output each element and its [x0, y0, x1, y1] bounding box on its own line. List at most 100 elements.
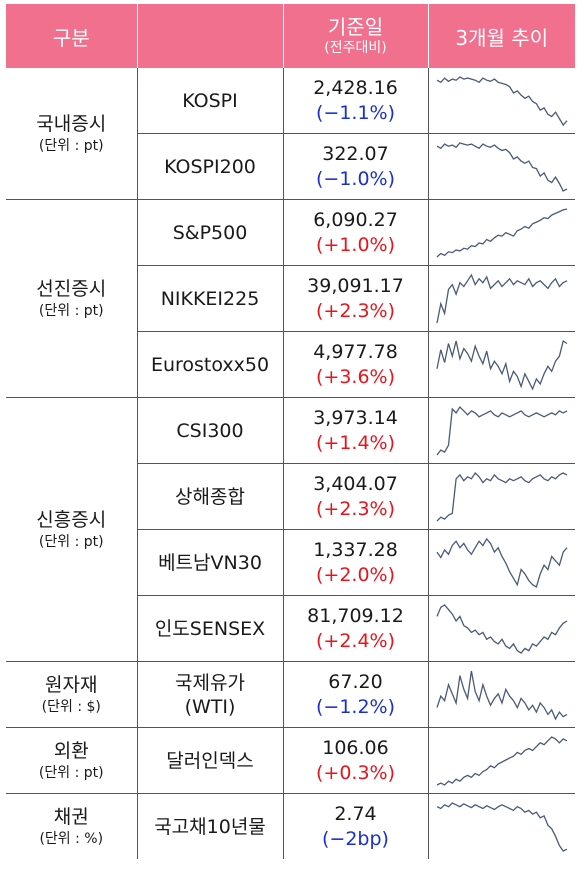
header-trend: 3개월 추이: [428, 4, 575, 68]
group-developed: 선진증시 (단위 : pt): [6, 199, 137, 398]
trend-sparkline: [428, 397, 575, 464]
group-name: 채권: [53, 805, 89, 828]
group-unit: (단위 : pt): [38, 302, 104, 319]
sparkline-series: [436, 537, 568, 588]
index-value: 67.20: [328, 670, 383, 693]
index-value: 1,337.28: [313, 538, 398, 561]
header-group-spacer: [137, 4, 284, 68]
index-value-cell: 2,428.16 (−1.1%): [283, 68, 429, 134]
sparkline-chart: [436, 75, 568, 126]
index-name-text: 상해종합: [175, 485, 245, 508]
sparkline-chart: [436, 537, 568, 588]
index-value-cell: 67.20 (−1.2%): [283, 661, 429, 728]
index-name-text: NIKKEI225: [160, 287, 260, 310]
trend-sparkline: [428, 529, 575, 596]
group-unit: (단위 : pt): [38, 764, 104, 781]
table-row: 인도SENSEX 81,709.12 (+2.4%): [6, 595, 575, 662]
group-unit: (단위 : pt): [38, 137, 104, 154]
weekly-change: (+2.3%): [315, 497, 395, 520]
index-name-text: 국고채10년물: [154, 815, 266, 838]
index-name-text: 달러인덱스: [166, 749, 254, 772]
index-name: KOSPI: [136, 68, 284, 134]
trend-sparkline: [428, 463, 575, 530]
group-domestic: 국내증시 (단위 : pt): [6, 68, 137, 200]
group-emerging: 신흥증시 (단위 : pt): [6, 397, 137, 662]
sparkline-chart: [436, 207, 567, 257]
sparkline-chart: [436, 603, 568, 654]
trend-sparkline: [428, 794, 575, 860]
table-row: Eurostoxx50 4,977.78 (+3.6%): [6, 331, 575, 398]
trend-sparkline: [428, 595, 575, 662]
group-unit: (단위 : pt): [38, 533, 104, 550]
index-name: 인도SENSEX: [136, 595, 284, 662]
table-row: NIKKEI225 39,091.17 (+2.3%): [6, 265, 575, 332]
sparkline-series: [436, 405, 568, 455]
market-summary-table: 구분 기준일 (전주대비) 3개월 추이 국내증시 (단위 : pt) KOSP…: [6, 4, 575, 859]
index-name: 국고채10년물: [136, 793, 284, 859]
table-row: 선진증시 (단위 : pt) S&P500 6,090.27 (+1.0%): [6, 199, 575, 398]
trend-sparkline: [428, 331, 575, 398]
table-row: 신흥증시 (단위 : pt) CSI300 3,973.14 (+1.4%): [6, 397, 575, 662]
index-name: CSI300: [136, 397, 284, 464]
trend-sparkline: [428, 133, 575, 200]
weekly-change: (−2bp): [322, 827, 389, 850]
index-value: 4,977.78: [313, 340, 398, 363]
header-base-label: 기준일: [327, 15, 384, 39]
index-value-cell: 2.74 (−2bp): [283, 793, 429, 859]
group-name: 신흥증시: [36, 508, 107, 531]
sparkline-chart: [436, 141, 568, 192]
index-value-cell: 81,709.12 (+2.4%): [283, 595, 429, 662]
group-bond: 채권 (단위 : %): [6, 794, 137, 860]
trend-sparkline: [428, 199, 575, 266]
table-row: 외환 (단위 : pt) 달러인덱스 106.06 (+0.3%): [6, 727, 575, 794]
index-name: 국제유가 (WTI): [136, 661, 284, 728]
weekly-change: (+1.0%): [315, 233, 395, 256]
group-name: 선진증시: [36, 277, 107, 300]
index-name-text: S&P500: [172, 221, 248, 244]
sparkline-chart: [436, 801, 568, 852]
index-name: Eurostoxx50: [136, 331, 284, 398]
index-value-cell: 3,973.14 (+1.4%): [283, 397, 429, 464]
weekly-change: (+2.3%): [315, 299, 395, 322]
index-name: 상해종합: [136, 463, 284, 530]
sparkline-series: [436, 339, 568, 391]
index-name-text: (WTI): [184, 695, 236, 718]
weekly-change: (+2.0%): [315, 563, 395, 586]
index-value: 81,709.12: [307, 604, 404, 627]
weekly-change: (+2.4%): [315, 629, 395, 652]
sparkline-series: [436, 801, 568, 852]
index-name: KOSPI200: [136, 133, 284, 200]
header-base-sub: (전주대비): [324, 40, 387, 56]
sparkline-series: [436, 75, 568, 126]
sparkline-chart: [436, 405, 568, 455]
index-name-text: 인도SENSEX: [154, 617, 266, 640]
group-name: 국내증시: [36, 112, 107, 135]
index-value-cell: 322.07 (−1.0%): [283, 133, 429, 200]
weekly-change: (+1.4%): [315, 431, 395, 454]
table-row: 국내증시 (단위 : pt) KOSPI 2,428.16 (−1.1%): [6, 68, 575, 200]
header-row: 구분 기준일 (전주대비) 3개월 추이: [6, 4, 575, 68]
index-value-cell: 39,091.17 (+2.3%): [283, 265, 429, 332]
sparkline-chart: [436, 735, 568, 786]
table-row: 베트남VN30 1,337.28 (+2.0%): [6, 529, 575, 596]
sparkline-series: [436, 141, 568, 192]
trend-sparkline: [428, 265, 575, 332]
index-value: 106.06: [322, 736, 389, 759]
index-value-cell: 106.06 (+0.3%): [283, 727, 429, 794]
sparkline-series: [436, 471, 568, 521]
table-row: 상해종합 3,404.07 (+2.3%): [6, 463, 575, 530]
group-unit: (단위 : $): [41, 698, 101, 715]
index-value: 2.74: [334, 802, 377, 825]
weekly-change: (+0.3%): [315, 761, 395, 784]
sparkline-series: [436, 603, 568, 654]
index-value-cell: 4,977.78 (+3.6%): [283, 331, 429, 398]
sparkline-chart: [436, 471, 568, 521]
table-row: 채권 (단위 : %) 국고채10년물 2.74 (−2bp): [6, 793, 575, 860]
group-fx: 외환 (단위 : pt): [6, 727, 137, 794]
weekly-change: (−1.2%): [315, 695, 395, 718]
group-commodity: 원자재 (단위 : $): [6, 661, 137, 728]
sparkline-series: [436, 670, 568, 720]
index-value: 6,090.27: [313, 208, 398, 231]
index-name: 베트남VN30: [136, 529, 284, 596]
index-value: 322.07: [322, 142, 389, 165]
